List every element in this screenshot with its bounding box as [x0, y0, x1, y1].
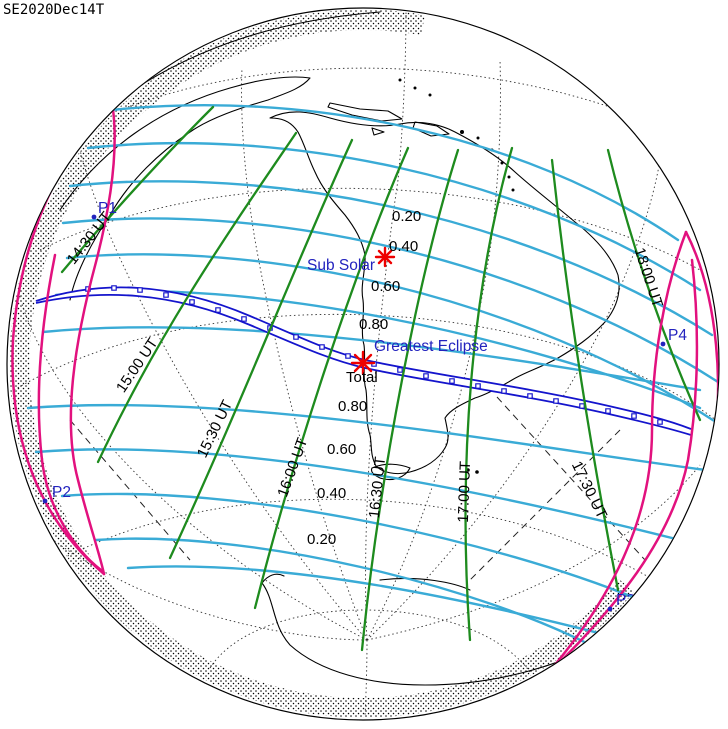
- p2-dot: [42, 498, 48, 504]
- greatest-eclipse-marker: [350, 350, 376, 376]
- label-magnitude-south-040: 0.40: [317, 485, 346, 502]
- limb-stipple-band: [9, 9, 635, 718]
- coast-antarctica-inner: [379, 577, 471, 591]
- time-curve-1700: [464, 146, 514, 642]
- coast-antarctic-peninsula: [261, 573, 285, 584]
- penumbra-limit-east-middle: [548, 258, 699, 674]
- sub-solar-marker: [374, 246, 396, 268]
- penumbra-limit-east-inner: [547, 230, 688, 674]
- time-curve-1600: [253, 146, 410, 610]
- time-curve-1530: [168, 138, 354, 560]
- label-p1: P1: [98, 200, 117, 217]
- coast-jamaica: [371, 127, 385, 136]
- label-magnitude-north-020: 0.20: [392, 208, 421, 225]
- label-magnitude-south-020: 0.20: [307, 531, 336, 548]
- coast-africa-limb-3: [689, 119, 709, 196]
- label-greatest-eclipse: Greatest Eclipse: [374, 338, 488, 355]
- label-sub-solar: Sub Solar: [307, 257, 375, 274]
- label-time-1700: 17:00 UT: [455, 461, 474, 523]
- map-title: SE2020Dec14T: [3, 2, 105, 18]
- coast-cuba: [327, 102, 403, 122]
- label-magnitude-south-060: 0.60: [327, 441, 356, 458]
- time-curve-1730: [550, 158, 620, 592]
- label-magnitude-south-080: 0.80: [338, 398, 367, 415]
- p3-dot: [607, 606, 613, 612]
- time-curve-1800: [606, 148, 702, 422]
- coast-antilles-islands: [398, 78, 515, 192]
- umbra-path-markers: [85, 285, 663, 425]
- label-p4: P4: [668, 327, 687, 344]
- p4-dot: [660, 341, 666, 347]
- label-magnitude-north-040: 0.40: [389, 238, 418, 255]
- label-magnitude-north-080: 0.80: [359, 316, 388, 333]
- label-p3: P3: [616, 592, 635, 609]
- time-curve-1430: [60, 105, 215, 274]
- umbra-path-south-edge: [35, 294, 692, 436]
- label-total: Total: [346, 369, 378, 386]
- label-p2: P2: [52, 484, 71, 501]
- time-curve-1500: [96, 131, 298, 464]
- p1-dot: [91, 214, 97, 220]
- label-magnitude-north-060: 0.60: [371, 278, 400, 295]
- penumbra-limits: [11, 107, 719, 676]
- penumbra-limit-west-middle: [37, 253, 103, 572]
- time-curve-1630: [360, 148, 460, 652]
- time-curves: [60, 105, 702, 652]
- dashed-graticule: [69, 396, 646, 581]
- label-time-1630: 16:30 UT: [366, 456, 389, 519]
- penumbra-limit-west-inner: [69, 107, 116, 576]
